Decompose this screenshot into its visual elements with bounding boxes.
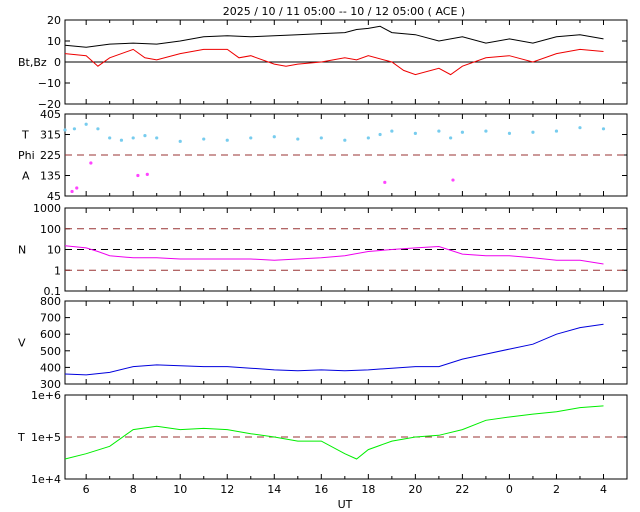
data-point xyxy=(484,129,488,133)
panel-temperature: 1e+6 1e+5 1e+4 T xyxy=(17,389,628,486)
data-point xyxy=(84,122,88,126)
chart-title: 2025 / 10 / 11 05:00 -- 10 / 12 05:00 ( … xyxy=(223,5,465,18)
y-tick-label: 100 xyxy=(40,223,61,236)
data-point xyxy=(119,138,124,142)
y-tick-label: 225 xyxy=(40,149,61,162)
x-tick-label: 6 xyxy=(83,483,90,496)
y-tick-label: 300 xyxy=(40,378,61,391)
x-tick-label: 12 xyxy=(220,483,234,496)
y-axis-label: V xyxy=(18,337,26,350)
y-tick-label: 500 xyxy=(40,345,61,358)
series-line xyxy=(64,245,604,265)
x-tick-label: 22 xyxy=(455,483,469,496)
data-point xyxy=(531,130,535,134)
data-point xyxy=(437,129,441,133)
y-tick-label: 405 xyxy=(40,108,61,121)
data-point xyxy=(554,129,559,133)
x-tick-label: 10 xyxy=(173,483,187,496)
data-point xyxy=(202,137,206,141)
data-point xyxy=(249,136,253,140)
data-point xyxy=(108,136,112,140)
data-point xyxy=(451,178,455,182)
data-point xyxy=(507,131,512,135)
series-line xyxy=(64,48,604,76)
series-line xyxy=(64,25,604,48)
data-point xyxy=(178,139,182,143)
y-axis-label: N xyxy=(18,244,26,257)
y-tick-label: 800 xyxy=(40,295,61,308)
data-point xyxy=(413,131,417,135)
y-tick-label: 1e+5 xyxy=(31,431,61,444)
y-tick-label: 1000 xyxy=(33,202,61,215)
series-line xyxy=(64,323,604,376)
data-point xyxy=(63,128,67,132)
y-tick-label: −10 xyxy=(38,77,61,90)
y-tick-label: 0.1 xyxy=(44,285,62,298)
data-point xyxy=(155,136,159,140)
y-tick-label: 135 xyxy=(40,170,61,183)
y-axis-label-top: T xyxy=(21,129,29,142)
y-tick-label: 20 xyxy=(47,14,61,27)
y-tick-label: −20 xyxy=(38,98,61,111)
data-point xyxy=(460,130,464,134)
data-point xyxy=(343,138,347,142)
y-axis-label-bottom: A xyxy=(22,170,30,183)
data-point xyxy=(296,137,300,141)
data-point xyxy=(131,136,135,140)
y-tick-label: 10 xyxy=(47,35,61,48)
data-point xyxy=(449,136,453,140)
x-tick-label: 2 xyxy=(553,483,560,496)
data-point xyxy=(75,186,79,190)
panel-speed: 800 700 600 500 400 300 V xyxy=(18,295,628,391)
series-line xyxy=(64,405,604,460)
panel-mag: 20 10 0 −10 −20 Bt,Bz xyxy=(18,14,628,111)
x-axis-label: UT xyxy=(338,498,353,511)
data-point xyxy=(578,126,582,130)
data-point xyxy=(136,173,140,178)
y-tick-label: 600 xyxy=(40,328,61,341)
data-point xyxy=(145,172,149,176)
y-tick-label: 400 xyxy=(40,361,61,374)
x-tick-label: 14 xyxy=(267,483,281,496)
data-point xyxy=(96,127,100,131)
x-tick-label: 16 xyxy=(314,483,328,496)
data-point xyxy=(378,132,382,137)
panel-theta: 405 315 225 135 45 T Phi A xyxy=(18,108,628,203)
data-point xyxy=(225,138,229,142)
y-axis-label-mid: Phi xyxy=(18,149,35,162)
y-axis-label: T xyxy=(17,431,25,444)
panel-density: 1000 100 10 1 0.1 N xyxy=(18,202,628,298)
panel-frame xyxy=(64,300,628,385)
y-tick-label: 0 xyxy=(54,56,61,69)
data-point xyxy=(601,127,606,131)
y-tick-label: 315 xyxy=(40,129,61,142)
x-tick-label: 18 xyxy=(361,483,375,496)
y-tick-label: 1e+6 xyxy=(31,389,61,402)
y-tick-label: 700 xyxy=(40,312,61,325)
data-point xyxy=(72,127,77,131)
x-tick-label: 4 xyxy=(600,483,607,496)
data-point xyxy=(319,136,323,140)
data-point xyxy=(272,135,276,139)
data-point xyxy=(383,180,387,184)
data-point xyxy=(89,161,93,165)
y-tick-label: 45 xyxy=(47,190,61,203)
data-point xyxy=(390,129,394,133)
data-point xyxy=(143,134,147,138)
x-tick-label: 0 xyxy=(506,483,513,496)
data-point xyxy=(366,136,370,140)
y-tick-label: 10 xyxy=(47,244,61,257)
data-point xyxy=(70,189,74,194)
y-tick-label: 1 xyxy=(54,264,61,277)
x-tick-label: 8 xyxy=(130,483,137,496)
y-tick-label: 1e+4 xyxy=(31,473,61,486)
y-axis-label: Bt,Bz xyxy=(18,56,47,69)
x-tick-label: 20 xyxy=(408,483,422,496)
